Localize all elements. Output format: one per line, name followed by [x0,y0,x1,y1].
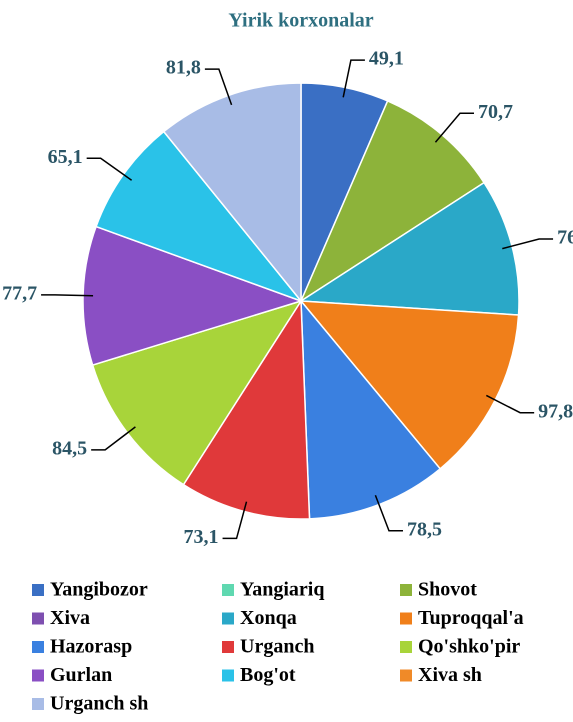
data-label: 78,5 [407,518,442,540]
legend-label: Tuproqqal'a [418,607,524,629]
data-label: 49,1 [369,48,404,70]
legend-swatch [32,669,44,682]
leader-line [342,59,365,98]
legend-swatch [400,641,412,653]
legend-label: Qo'shko'pir [418,636,520,658]
legend-label: Xonqa [240,607,297,629]
data-label: 76,7 [557,227,573,249]
legend-label: Xiva sh [418,664,482,686]
data-label: 73,1 [184,526,219,548]
legend-label: Yangibozor [50,579,148,601]
data-label: 84,5 [52,437,87,459]
data-label: 81,8 [166,57,201,79]
legend-label: Yangiariq [240,579,324,601]
legend-label: Urganch sh [50,693,148,715]
leader-line [86,157,133,181]
data-label: 70,7 [478,101,513,123]
legend-swatch [222,641,234,653]
legend-swatch [32,698,44,710]
data-label: 97,8 [538,400,573,422]
legend-label: Hazorasp [50,636,132,658]
legend-swatch [400,669,412,682]
legend-label: Xiva [50,607,90,629]
leader-line [485,394,535,414]
chart-title: Yirik korxonalar [228,10,373,32]
leader-line [222,501,248,540]
legend-swatch [32,584,44,596]
leader-line [374,494,403,532]
legend-label: Shovot [418,579,477,601]
leader-line [91,426,136,451]
legend-swatch [222,669,234,682]
legend-swatch [400,584,412,596]
legend-swatch [222,584,234,596]
legend-swatch [32,612,44,625]
leader-line [502,238,554,250]
legend-swatch [222,612,234,625]
legend-label: Bog'ot [240,664,296,686]
leader-line [204,68,233,106]
legend-label: Gurlan [50,664,112,686]
leader-line [434,112,475,143]
legend-swatch [32,641,44,653]
legend-label: Urganch [240,636,314,658]
data-label: 65,1 [48,146,83,168]
data-label: 77,7 [2,282,37,304]
leader-line [41,294,94,297]
legend-swatch [400,612,412,625]
